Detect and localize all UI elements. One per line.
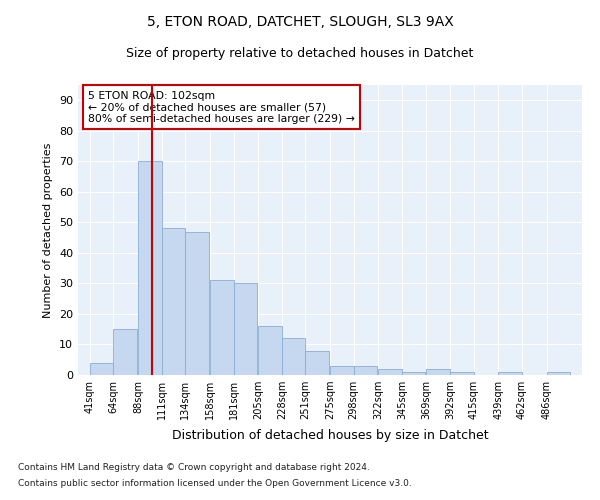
Bar [161, 228, 185, 375]
Bar [90, 363, 113, 375]
Bar [427, 369, 450, 375]
Text: Distribution of detached houses by size in Datchet: Distribution of detached houses by size … [172, 428, 488, 442]
Text: Size of property relative to detached houses in Datchet: Size of property relative to detached ho… [127, 48, 473, 60]
Bar [402, 372, 425, 375]
Bar [499, 372, 522, 375]
Y-axis label: Number of detached properties: Number of detached properties [43, 142, 53, 318]
Bar [210, 280, 233, 375]
Bar [185, 232, 209, 375]
Bar [233, 284, 257, 375]
Bar [282, 338, 305, 375]
Bar [450, 372, 474, 375]
Text: 5 ETON ROAD: 102sqm
← 20% of detached houses are smaller (57)
80% of semi-detach: 5 ETON ROAD: 102sqm ← 20% of detached ho… [88, 91, 355, 124]
Bar [378, 369, 402, 375]
Bar [138, 162, 161, 375]
Text: Contains HM Land Registry data © Crown copyright and database right 2024.: Contains HM Land Registry data © Crown c… [18, 464, 370, 472]
Bar [547, 372, 570, 375]
Bar [330, 366, 353, 375]
Bar [353, 366, 377, 375]
Bar [305, 350, 329, 375]
Text: 5, ETON ROAD, DATCHET, SLOUGH, SL3 9AX: 5, ETON ROAD, DATCHET, SLOUGH, SL3 9AX [146, 15, 454, 29]
Bar [258, 326, 282, 375]
Bar [113, 329, 137, 375]
Text: Contains public sector information licensed under the Open Government Licence v3: Contains public sector information licen… [18, 478, 412, 488]
